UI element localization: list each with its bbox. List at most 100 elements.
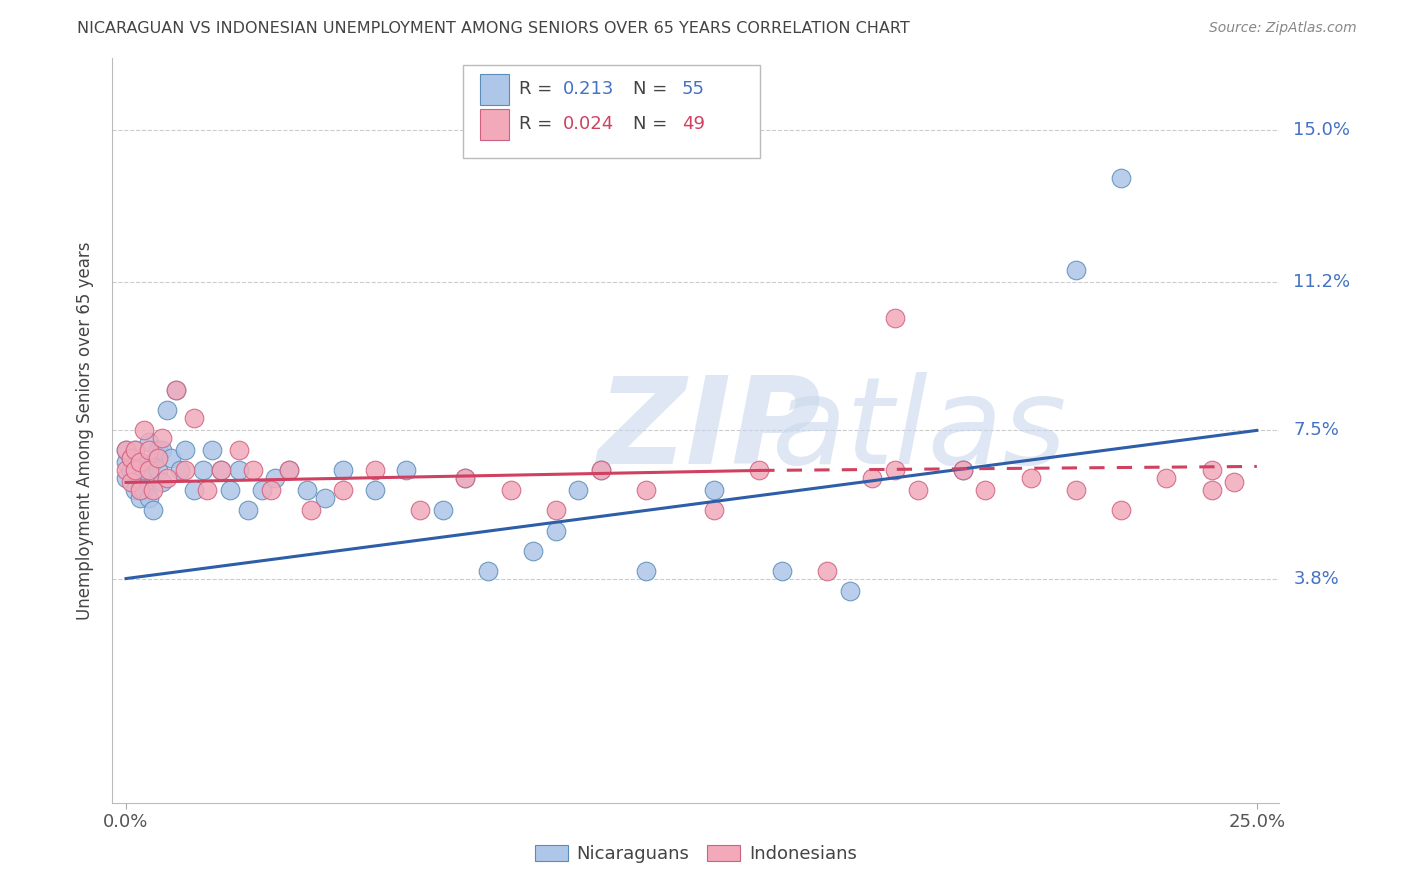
- Text: 49: 49: [682, 115, 704, 133]
- Point: [907, 483, 929, 498]
- Point: [183, 411, 205, 425]
- Text: NICARAGUAN VS INDONESIAN UNEMPLOYMENT AMONG SENIORS OVER 65 YEARS CORRELATION CH: NICARAGUAN VS INDONESIAN UNEMPLOYMENT AM…: [77, 21, 910, 37]
- Point: [228, 443, 250, 458]
- Text: atlas: atlas: [772, 372, 1067, 489]
- Text: 3.8%: 3.8%: [1294, 570, 1339, 588]
- Point: [952, 463, 974, 477]
- Point: [1109, 503, 1132, 517]
- Point: [134, 424, 156, 438]
- Point: [264, 471, 287, 485]
- Point: [138, 463, 160, 477]
- Point: [128, 455, 150, 469]
- Point: [544, 503, 567, 517]
- Point: [197, 483, 219, 498]
- Point: [128, 491, 150, 506]
- Point: [128, 455, 150, 469]
- Point: [1109, 171, 1132, 186]
- Point: [703, 503, 725, 517]
- Point: [165, 384, 187, 398]
- Point: [120, 451, 142, 466]
- Point: [115, 455, 138, 469]
- Point: [219, 483, 242, 498]
- Point: [209, 463, 232, 477]
- Point: [142, 503, 165, 517]
- Point: [169, 463, 191, 477]
- Point: [295, 483, 318, 498]
- FancyBboxPatch shape: [463, 65, 761, 158]
- Point: [409, 503, 432, 517]
- Point: [128, 471, 150, 485]
- Point: [454, 471, 477, 485]
- Point: [156, 471, 179, 485]
- Point: [364, 463, 387, 477]
- Point: [124, 483, 146, 498]
- Point: [432, 503, 454, 517]
- Point: [242, 463, 264, 477]
- Text: 7.5%: 7.5%: [1294, 421, 1340, 440]
- Text: 0.213: 0.213: [562, 80, 614, 98]
- Point: [884, 463, 907, 477]
- Point: [589, 463, 612, 477]
- Point: [301, 503, 323, 517]
- Point: [191, 463, 214, 477]
- Point: [1019, 471, 1042, 485]
- Point: [124, 443, 146, 458]
- Point: [1201, 483, 1223, 498]
- Point: [120, 451, 142, 466]
- Point: [477, 564, 499, 578]
- Point: [314, 491, 336, 506]
- Point: [120, 475, 142, 490]
- Point: [522, 543, 544, 558]
- Point: [748, 463, 770, 477]
- Text: R =: R =: [519, 115, 551, 133]
- Point: [138, 491, 160, 506]
- Text: Source: ZipAtlas.com: Source: ZipAtlas.com: [1209, 21, 1357, 36]
- Point: [173, 463, 195, 477]
- Point: [228, 463, 250, 477]
- Point: [138, 443, 160, 458]
- Bar: [479, 109, 509, 140]
- Text: 15.0%: 15.0%: [1294, 121, 1350, 139]
- Point: [124, 463, 146, 477]
- Point: [636, 483, 658, 498]
- Point: [815, 564, 838, 578]
- Legend: Nicaraguans, Indonesians: Nicaraguans, Indonesians: [530, 839, 862, 868]
- Point: [209, 463, 232, 477]
- Point: [150, 431, 173, 445]
- Point: [364, 483, 387, 498]
- Point: [115, 443, 138, 458]
- Point: [150, 443, 173, 458]
- Point: [567, 483, 589, 498]
- Point: [165, 384, 187, 398]
- Text: N =: N =: [633, 115, 668, 133]
- Point: [150, 475, 173, 490]
- Point: [703, 483, 725, 498]
- Point: [238, 503, 260, 517]
- Point: [173, 443, 195, 458]
- Point: [1064, 483, 1087, 498]
- Point: [277, 463, 299, 477]
- Point: [201, 443, 224, 458]
- Point: [454, 471, 477, 485]
- Bar: [479, 74, 509, 105]
- Point: [860, 471, 883, 485]
- Point: [183, 483, 205, 498]
- Point: [1201, 463, 1223, 477]
- Point: [115, 443, 138, 458]
- Point: [260, 483, 283, 498]
- Point: [884, 311, 907, 326]
- Point: [544, 524, 567, 538]
- Y-axis label: Unemployment Among Seniors over 65 years: Unemployment Among Seniors over 65 years: [76, 241, 94, 620]
- Point: [115, 471, 138, 485]
- Point: [115, 463, 138, 477]
- Point: [128, 483, 150, 498]
- Point: [1156, 471, 1178, 485]
- Point: [1223, 475, 1246, 490]
- Point: [277, 463, 299, 477]
- Text: 55: 55: [682, 80, 704, 98]
- Point: [636, 564, 658, 578]
- Point: [156, 403, 179, 417]
- Point: [120, 463, 142, 477]
- Point: [838, 583, 860, 598]
- Point: [142, 483, 165, 498]
